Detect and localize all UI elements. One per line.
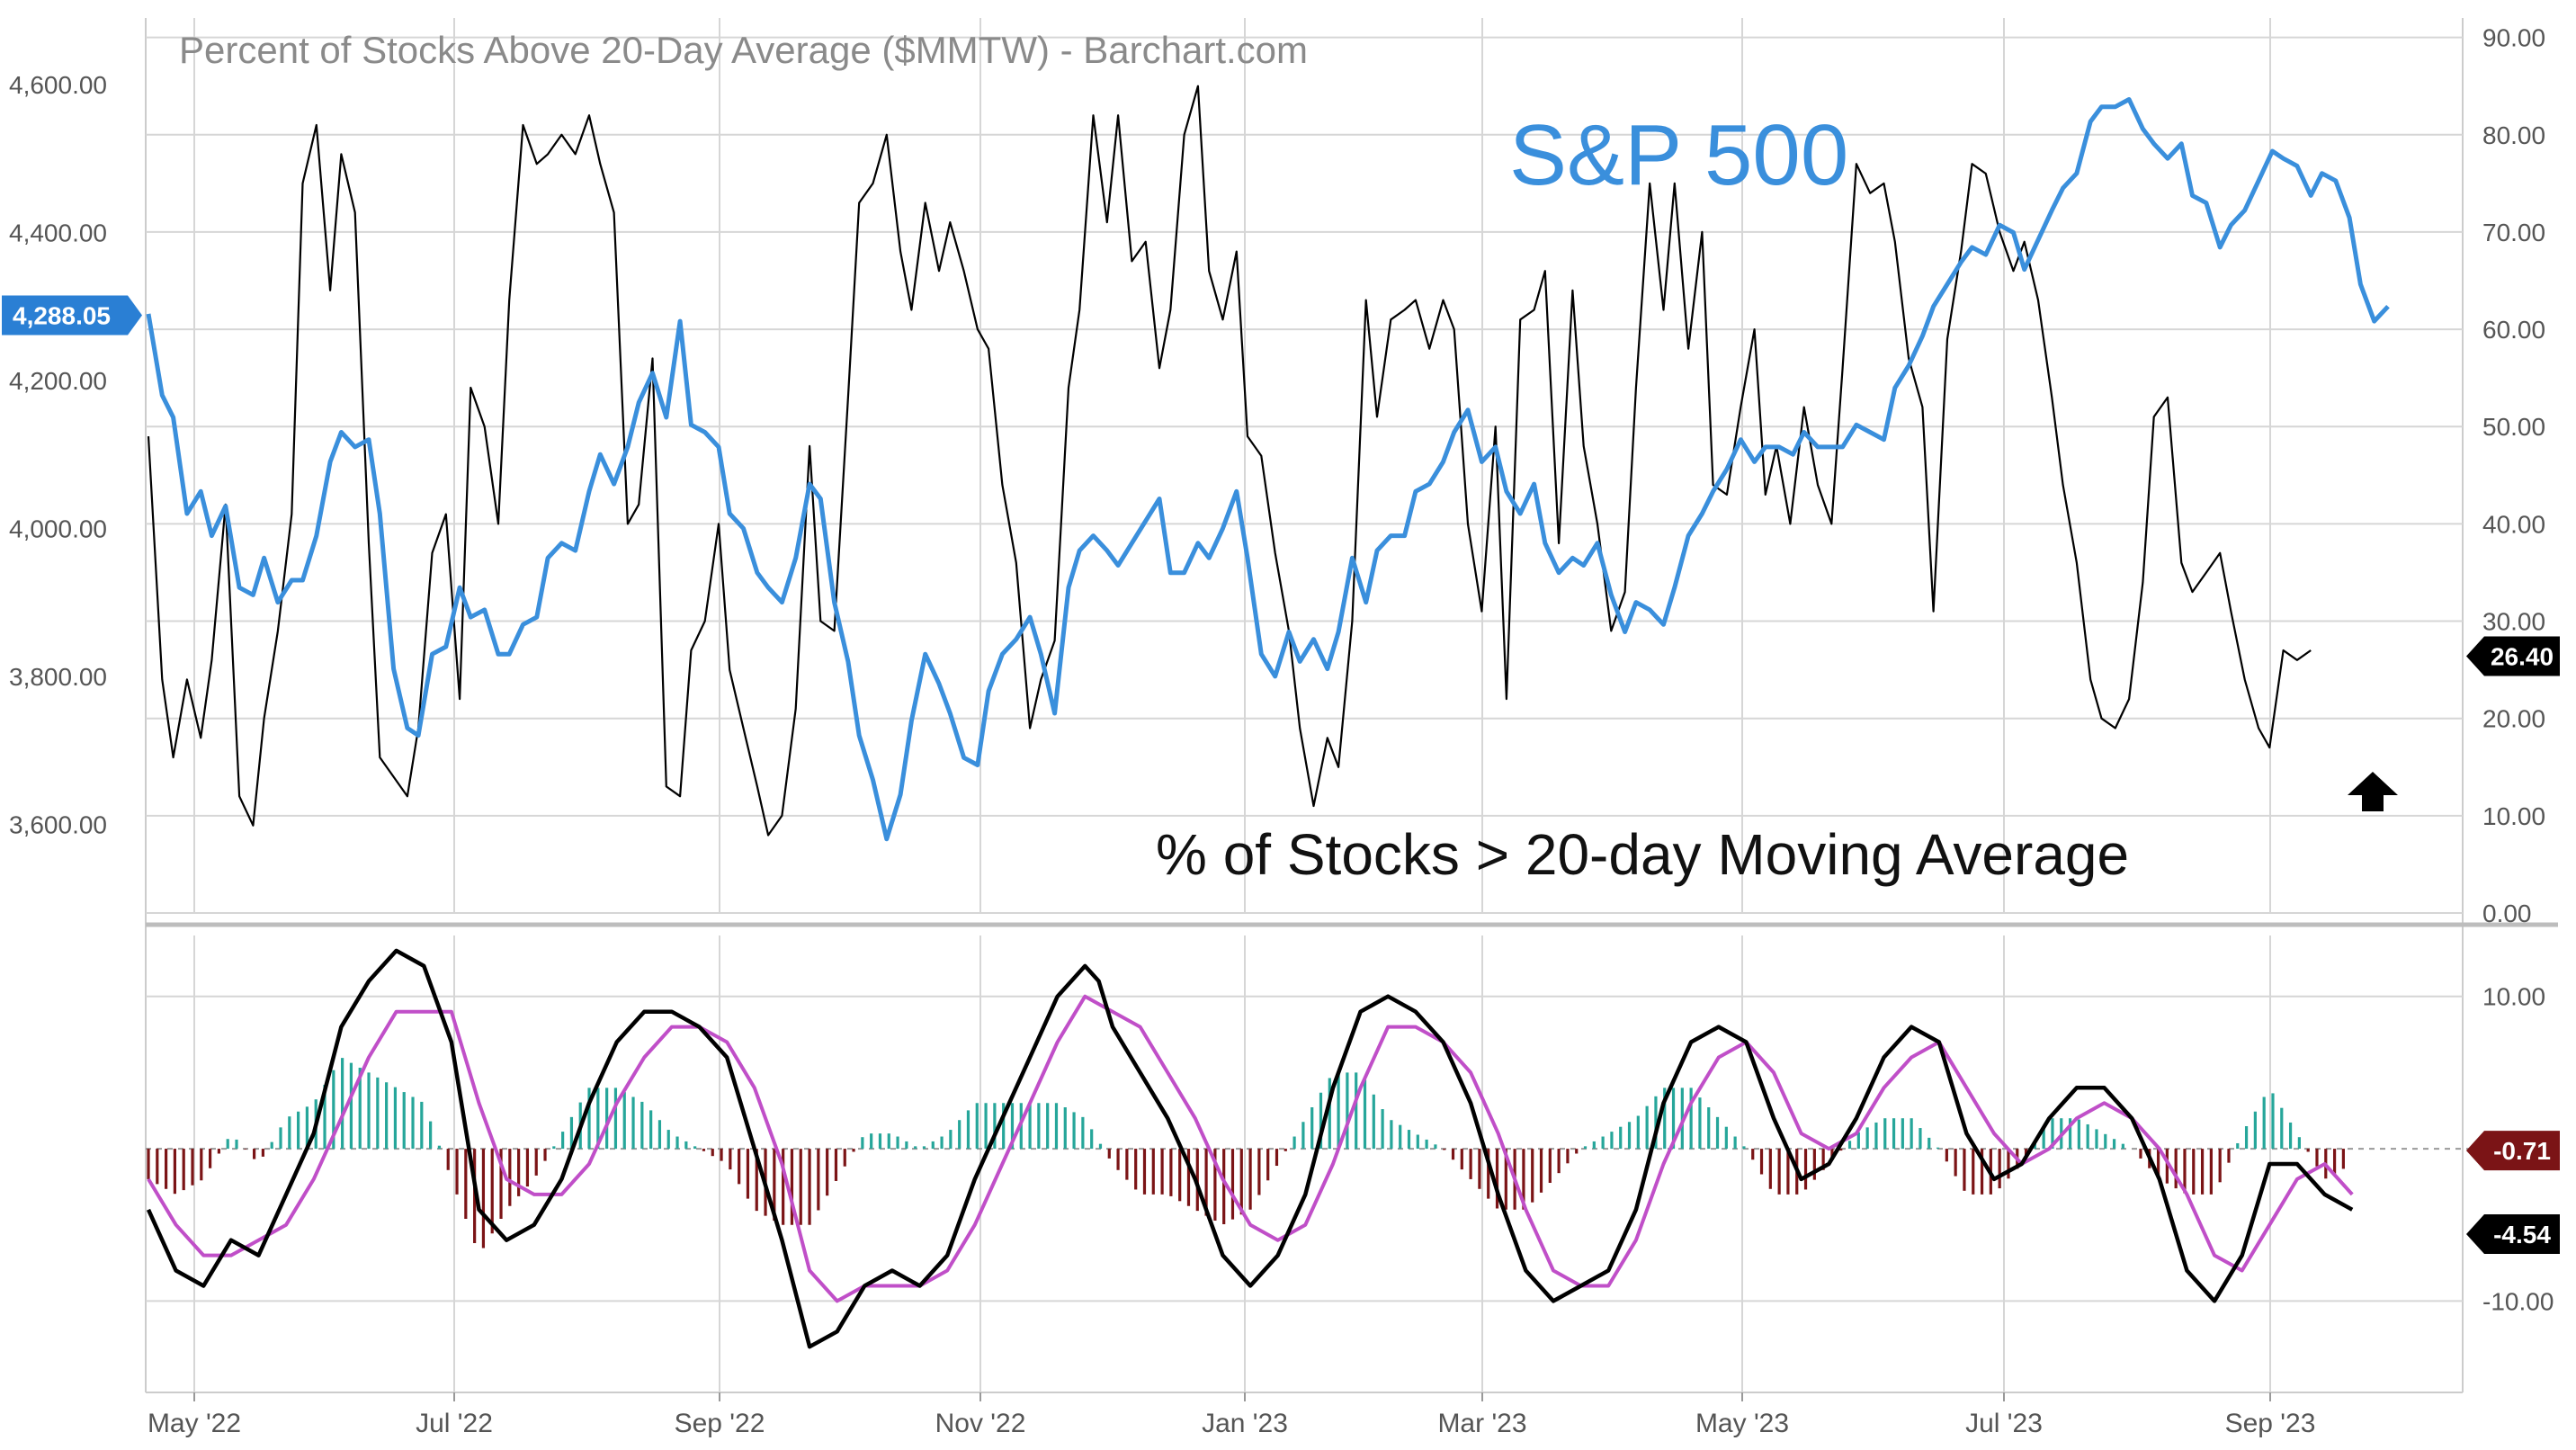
sp500-line [146,97,2390,842]
x-tick-label: Jan '23 [1202,1409,1288,1438]
up-arrow-icon [2348,772,2398,811]
oscillator-last-value: -4.54 [2493,1221,2551,1249]
y-right-tick-label: 10.00 [2482,802,2545,830]
y-right-tick-label: 30.00 [2482,608,2545,636]
y-right-tick-label: 90.00 [2482,24,2545,52]
series-layer [146,85,2390,1349]
x-tick-label: Mar '23 [1437,1409,1526,1438]
y-bottom-tick-label: 10.00 [2482,983,2545,1011]
y-left-tick-label: 4,200.00 [9,367,107,395]
y-bottom-tick-label: -10.00 [2482,1287,2554,1315]
chart-title: Percent of Stocks Above 20-Day Average (… [179,29,1308,71]
grid-layer: May '22 Jul '22 Sep '22 Nov '22 Jan '23 Mar '… [9,18,2559,1438]
x-tick-label: Sep '22 [675,1409,765,1438]
oscillator-line [146,948,2354,1349]
x-tick-label: Nov '22 [935,1409,1026,1438]
pct-annotation: % of Stocks > 20-day Moving Average [1156,822,2129,887]
pct-last-value: 26.40 [2491,642,2554,670]
y-left-tick-label: 4,600.00 [9,71,107,99]
y-left-tick-label: 3,800.00 [9,663,107,691]
histogram-last-badge [2466,1131,2560,1171]
y-left-tick-label: 4,000.00 [9,515,107,542]
y-right-tick-label: 50.00 [2482,413,2545,441]
signal-line [147,994,2354,1303]
y-left-tick-label: 4,400.00 [9,219,107,246]
x-tick-label: Jul '23 [1965,1409,2043,1438]
oscillator-last-badge [2466,1213,2560,1254]
y-right-tick-label: 80.00 [2482,121,2545,149]
badges-layer: 4,288.05 26.40 -0.71 -4.54 [2,295,2560,1254]
x-tick-label: May '23 [1695,1409,1789,1438]
y-right-tick-label: 70.00 [2482,219,2545,246]
pct-last-badge [2466,636,2560,676]
x-tick-label: Sep '23 [2225,1409,2316,1438]
y-right-tick-label: 40.00 [2482,510,2545,538]
x-tick-label: Jul '22 [416,1409,493,1438]
sp500-last-badge [2,295,142,336]
pct-above-20d-line [147,85,2312,837]
y-left-tick-label: 3,600.00 [9,810,107,838]
histogram-last-value: -0.71 [2493,1137,2551,1165]
sp500-last-value: 4,288.05 [13,302,111,330]
x-tick-label: May '22 [148,1409,241,1438]
sp500-annotation: S&P 500 [1509,107,1848,203]
y-right-tick-label: 0.00 [2482,900,2532,927]
y-right-tick-label: 60.00 [2482,316,2545,344]
y-right-tick-label: 20.00 [2482,705,2545,733]
